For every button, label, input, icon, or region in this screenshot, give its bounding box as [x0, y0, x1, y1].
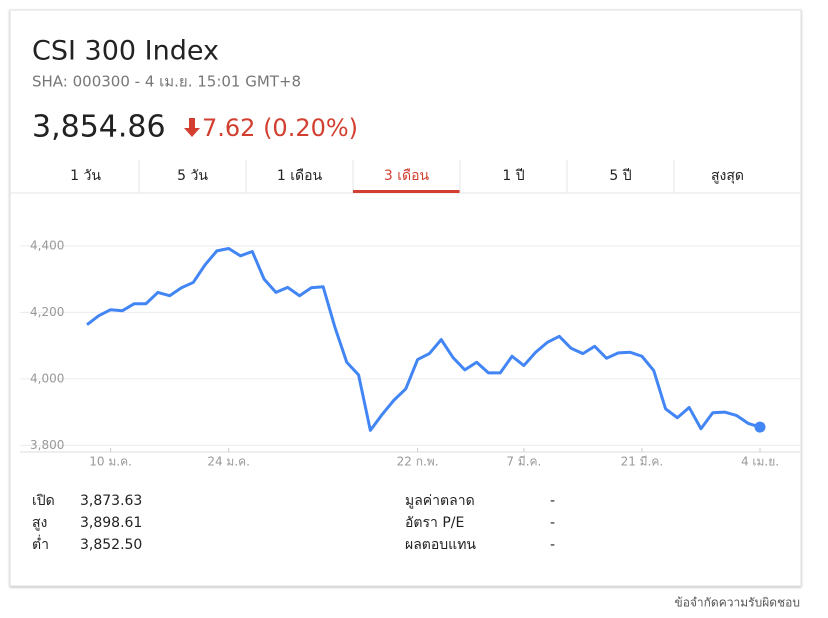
y-tick-label: 4,000 [30, 371, 64, 385]
x-tick-label: 21 มี.ค. [621, 455, 664, 469]
x-tick-label: 4 เม.ย. [741, 455, 779, 469]
stat-value: - [550, 537, 555, 553]
x-tick-label: 7 มี.ค. [506, 455, 541, 469]
y-tick-label: 4,400 [30, 238, 64, 252]
x-tick-label: 24 ม.ค. [207, 455, 250, 469]
down-arrow [184, 118, 200, 137]
stat-label: อัตรา P/E [405, 515, 464, 531]
tab[interactable]: 3 เดือน [384, 168, 430, 184]
y-tick-label: 3,800 [30, 438, 64, 452]
tab[interactable]: 1 ปี [502, 168, 524, 184]
tab[interactable]: 1 เดือน [277, 168, 323, 184]
last-point [754, 421, 766, 433]
stat-label: มูลค่าตลาด [405, 493, 475, 509]
stat-label: ผลตอบแทน [405, 537, 476, 553]
x-tick-label: 10 ม.ค. [89, 455, 132, 469]
y-tick-label: 4,200 [30, 305, 64, 319]
stat-label: สูง [32, 515, 47, 531]
title: CSI 300 Index [32, 36, 219, 67]
x-tick-label: 22 ก.พ. [397, 455, 439, 469]
change: 7.62 (0.20%) [202, 114, 358, 142]
subtitle: SHA: 000300 - 4 เม.ย. 15:01 GMT+8 [32, 73, 301, 91]
price: 3,854.86 [32, 110, 166, 145]
tab[interactable]: 5 วัน [177, 168, 208, 184]
tab[interactable]: สูงสุด [711, 168, 744, 184]
stat-label: เปิด [32, 493, 55, 509]
tab[interactable]: 5 ปี [609, 168, 631, 184]
stat-label: ต่ำ [32, 535, 49, 553]
tab-underline [353, 190, 460, 193]
stat-value: 3,873.63 [80, 493, 142, 509]
stat-value: - [550, 493, 555, 509]
card [9, 9, 802, 587]
stat-value: - [550, 515, 555, 531]
stat-value: 3,898.61 [80, 515, 142, 531]
disclaimer[interactable]: ข้อจำกัดความรับผิดชอบ [674, 596, 800, 610]
tab[interactable]: 1 วัน [70, 168, 101, 184]
price-line [86, 247, 761, 432]
stat-value: 3,852.50 [80, 537, 142, 553]
